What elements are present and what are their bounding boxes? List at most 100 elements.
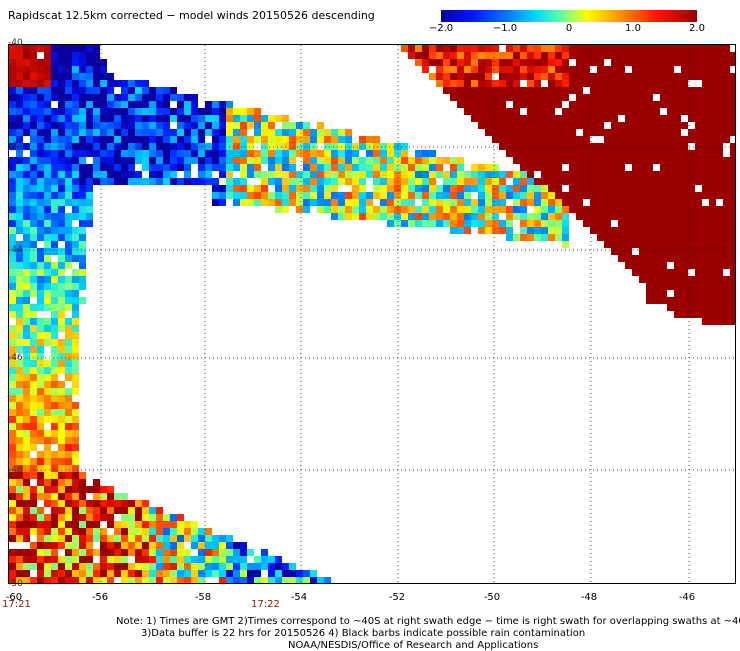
wind-cell <box>170 528 177 535</box>
wind-cell <box>359 192 366 199</box>
wind-cell <box>16 472 23 479</box>
wind-cell <box>86 150 93 157</box>
lon-label: -54 <box>290 592 308 603</box>
wind-cell <box>485 178 492 185</box>
wind-cell <box>226 549 233 556</box>
wind-cell <box>247 122 254 129</box>
wind-cell <box>135 514 142 521</box>
wind-cell <box>51 479 58 486</box>
wind-cell <box>716 262 723 269</box>
wind-cell <box>86 66 93 73</box>
wind-cell <box>527 73 534 80</box>
wind-cell <box>716 227 723 234</box>
wind-cell <box>149 514 156 521</box>
wind-cell <box>681 311 688 318</box>
wind-cell <box>240 192 247 199</box>
wind-cell <box>212 115 219 122</box>
wind-cell <box>667 66 674 73</box>
wind-cell <box>681 199 688 206</box>
wind-cell <box>163 115 170 122</box>
wind-cell <box>709 297 716 304</box>
wind-cell <box>58 94 65 101</box>
wind-cell <box>541 129 548 136</box>
wind-cell <box>44 479 51 486</box>
wind-cell <box>520 94 527 101</box>
wind-cell <box>709 108 716 115</box>
wind-cell <box>597 59 604 66</box>
colorbar-label: 0 <box>565 23 573 34</box>
wind-cell <box>723 94 730 101</box>
wind-cell <box>660 241 667 248</box>
wind-cell <box>198 570 205 577</box>
wind-cell <box>681 297 688 304</box>
wind-cell <box>464 80 471 87</box>
wind-cell <box>471 213 478 220</box>
wind-cell <box>639 269 646 276</box>
wind-cell <box>639 276 646 283</box>
wind-cell <box>58 87 65 94</box>
wind-cell <box>254 157 261 164</box>
wind-cell <box>93 164 100 171</box>
wind-cell <box>44 332 51 339</box>
wind-cell <box>709 66 716 73</box>
colorbar-label: 2.0 <box>689 23 705 34</box>
wind-cell <box>30 129 37 136</box>
wind-cell <box>65 129 72 136</box>
wind-cell <box>317 164 324 171</box>
wind-cell <box>492 94 499 101</box>
wind-cell <box>247 171 254 178</box>
wind-cell <box>72 311 79 318</box>
wind-cell <box>310 577 317 583</box>
wind-cell <box>716 80 723 87</box>
wind-cell <box>499 185 506 192</box>
wind-cell <box>562 192 569 199</box>
wind-cell <box>16 332 23 339</box>
wind-cell <box>646 199 653 206</box>
wind-cell <box>541 45 548 52</box>
wind-cell <box>667 192 674 199</box>
wind-cell <box>317 157 324 164</box>
wind-cell <box>58 325 65 332</box>
wind-cell <box>170 521 177 528</box>
wind-cell <box>394 199 401 206</box>
wind-cell <box>219 115 226 122</box>
wind-cell <box>583 164 590 171</box>
wind-cell <box>590 199 597 206</box>
wind-cell <box>282 150 289 157</box>
wind-cell <box>492 122 499 129</box>
wind-cell <box>163 143 170 150</box>
wind-cell <box>723 276 730 283</box>
wind-cell <box>555 164 562 171</box>
swath-time: 17:22 <box>251 599 280 610</box>
wind-cell <box>51 563 58 570</box>
wind-cell <box>709 45 716 52</box>
wind-cell <box>51 262 58 269</box>
wind-cell <box>205 108 212 115</box>
wind-cell <box>471 171 478 178</box>
wind-cell <box>534 115 541 122</box>
wind-cell <box>51 423 58 430</box>
wind-cell <box>450 157 457 164</box>
wind-cell <box>9 479 16 486</box>
wind-cell <box>254 192 261 199</box>
wind-cell <box>107 150 114 157</box>
wind-cell <box>562 220 569 227</box>
wind-cell <box>688 227 695 234</box>
wind-cell <box>37 577 44 583</box>
wind-cell <box>394 185 401 192</box>
wind-cell <box>590 213 597 220</box>
wind-cell <box>562 80 569 87</box>
wind-cell <box>107 115 114 122</box>
swath-time: 17:21 <box>2 599 31 610</box>
wind-cell <box>590 115 597 122</box>
wind-cell <box>282 199 289 206</box>
wind-cell <box>9 570 16 577</box>
wind-cell <box>716 108 723 115</box>
wind-cell <box>226 143 233 150</box>
wind-cell <box>72 52 79 59</box>
wind-cell <box>65 563 72 570</box>
wind-cell <box>611 178 618 185</box>
wind-cell <box>170 171 177 178</box>
wind-cell <box>37 570 44 577</box>
wind-cell <box>681 171 688 178</box>
